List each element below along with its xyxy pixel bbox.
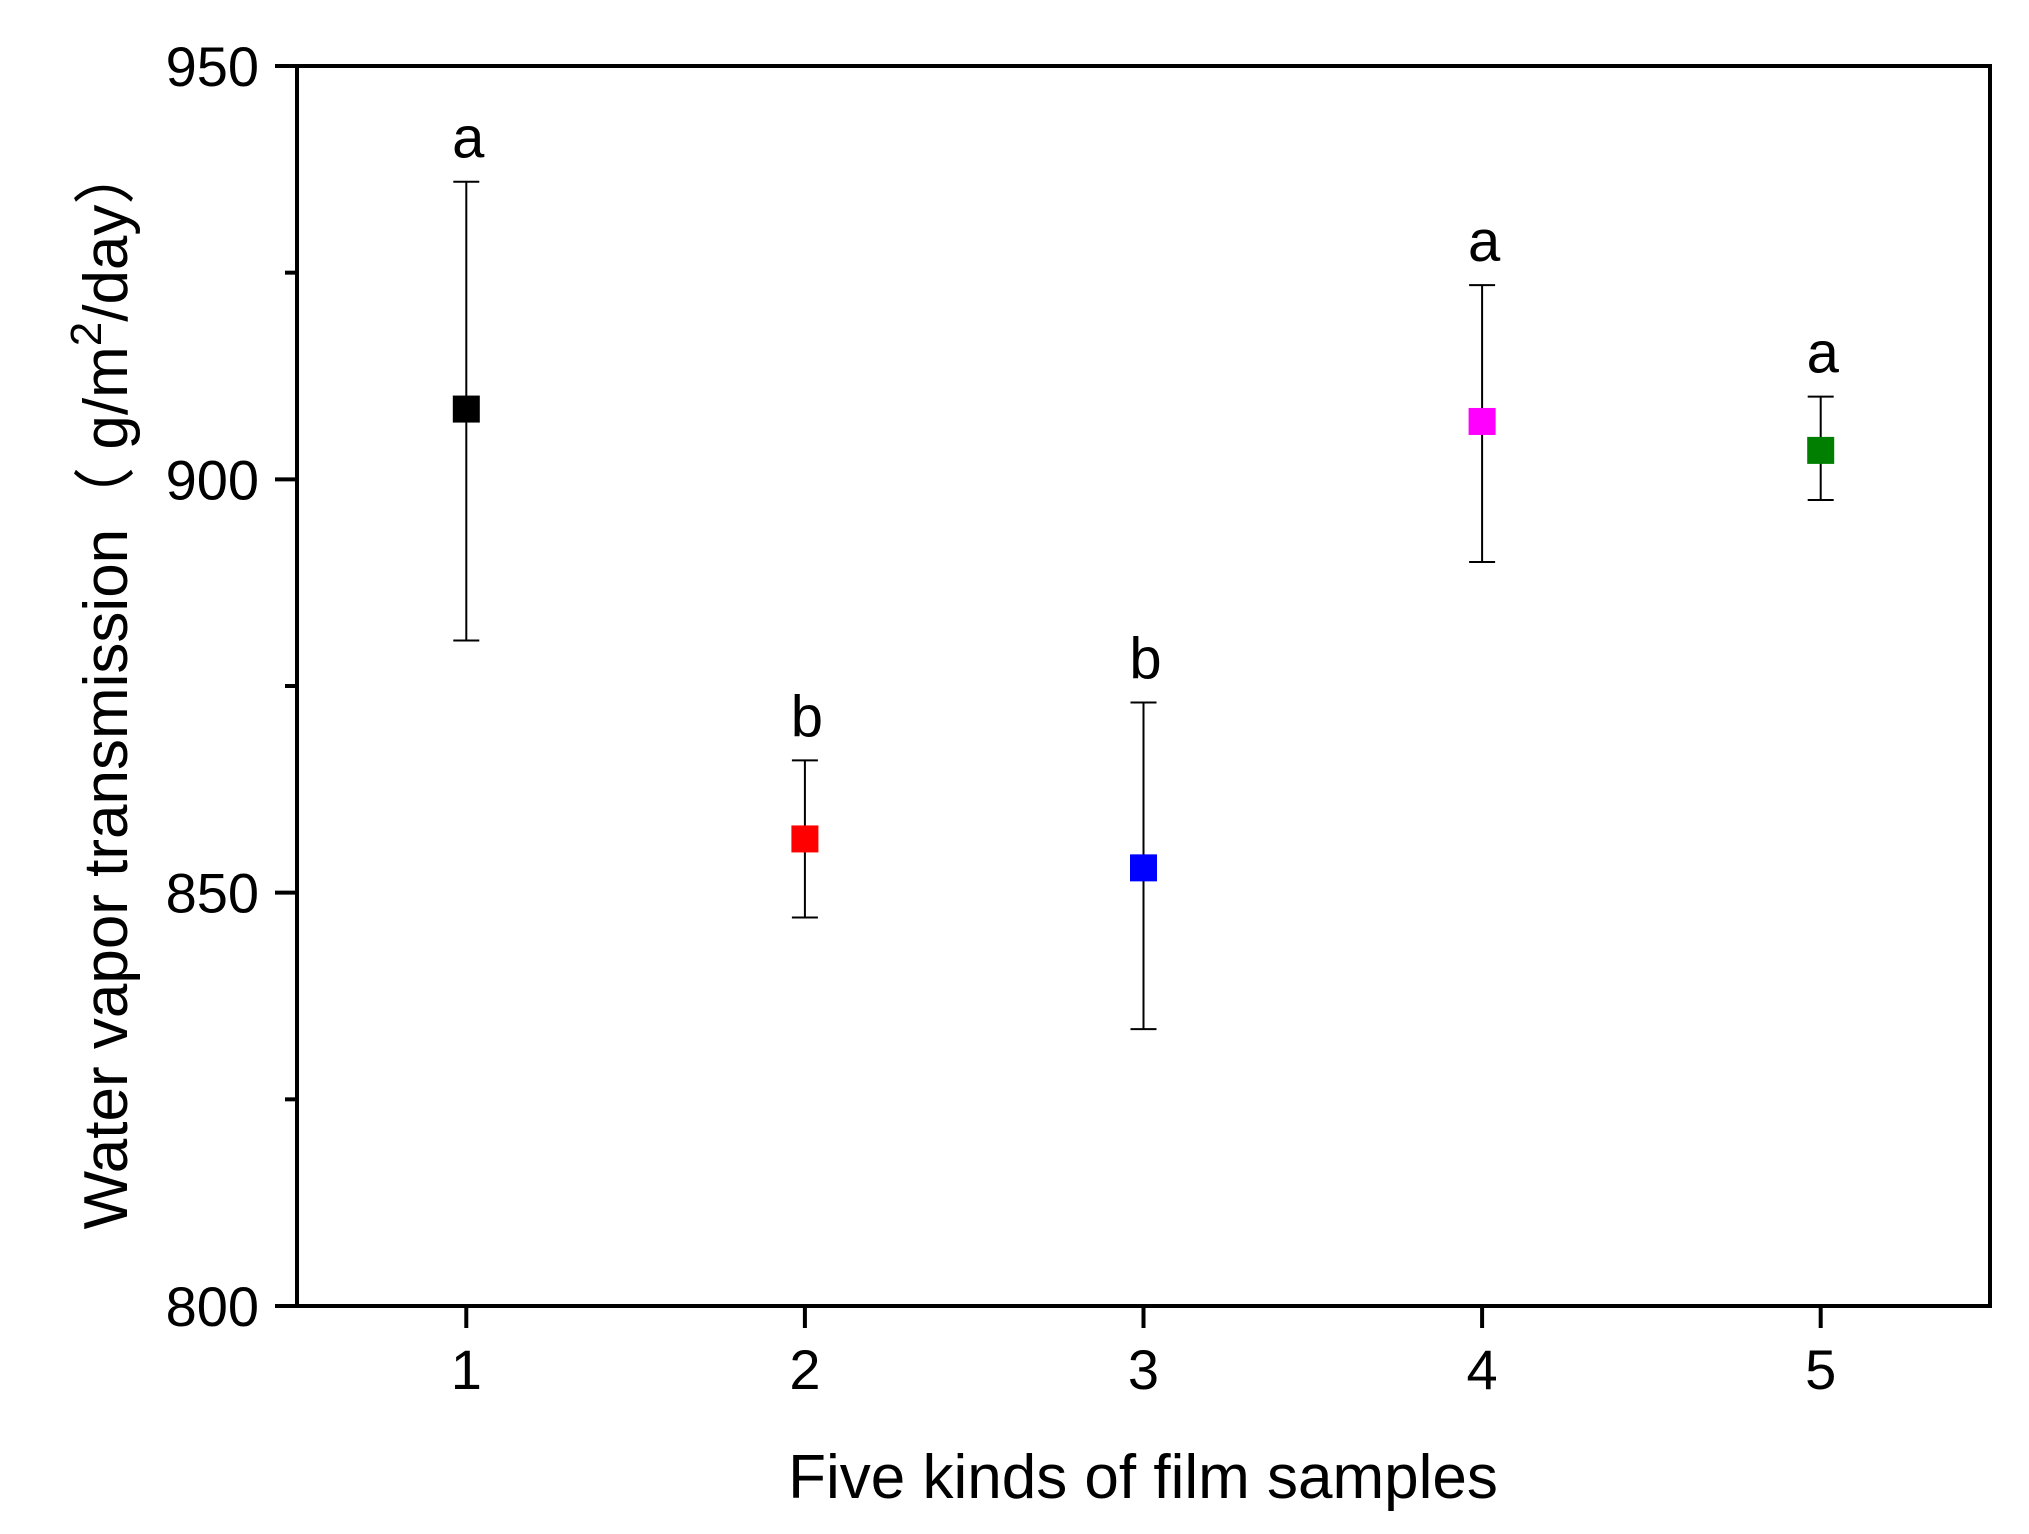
x-tick-label: 5 [1805, 1338, 1836, 1401]
data-point-marker [1807, 436, 1835, 464]
y-axis-title-main: Water vapor transmission（ g/m [72, 346, 141, 1229]
significance-label: a [452, 106, 485, 171]
x-tick-label: 1 [451, 1338, 482, 1401]
data-point-marker [452, 395, 480, 423]
y-tick-label: 800 [166, 1275, 259, 1338]
significance-label: a [1468, 209, 1501, 274]
significance-label: b [791, 684, 823, 749]
y-axis-title-tail: /day） [72, 143, 141, 322]
significance-label: b [1129, 627, 1161, 692]
y-tick-label: 900 [166, 448, 259, 511]
x-tick-label: 2 [789, 1338, 820, 1401]
y-tick-label: 850 [166, 862, 259, 925]
data-point-marker [1468, 407, 1496, 435]
y-axis-title: Water vapor transmission（ g/m2/day） [62, 143, 141, 1230]
y-tick-label: 950 [166, 35, 259, 98]
data-points: a b b a a [452, 106, 1840, 1031]
x-tick-label: 3 [1128, 1338, 1159, 1401]
data-point-marker [1130, 854, 1157, 882]
x-tick-label: 4 [1467, 1338, 1498, 1401]
significance-label: a [1807, 321, 1840, 386]
y-axis-title-superscript: 2 [62, 322, 111, 346]
x-axis: 1 2 3 4 5 [451, 1306, 1836, 1401]
y-axis: 800 850 900 950 [166, 35, 297, 1338]
data-point-marker [791, 825, 819, 853]
x-axis-title: Five kinds of film samples [788, 1443, 1498, 1512]
